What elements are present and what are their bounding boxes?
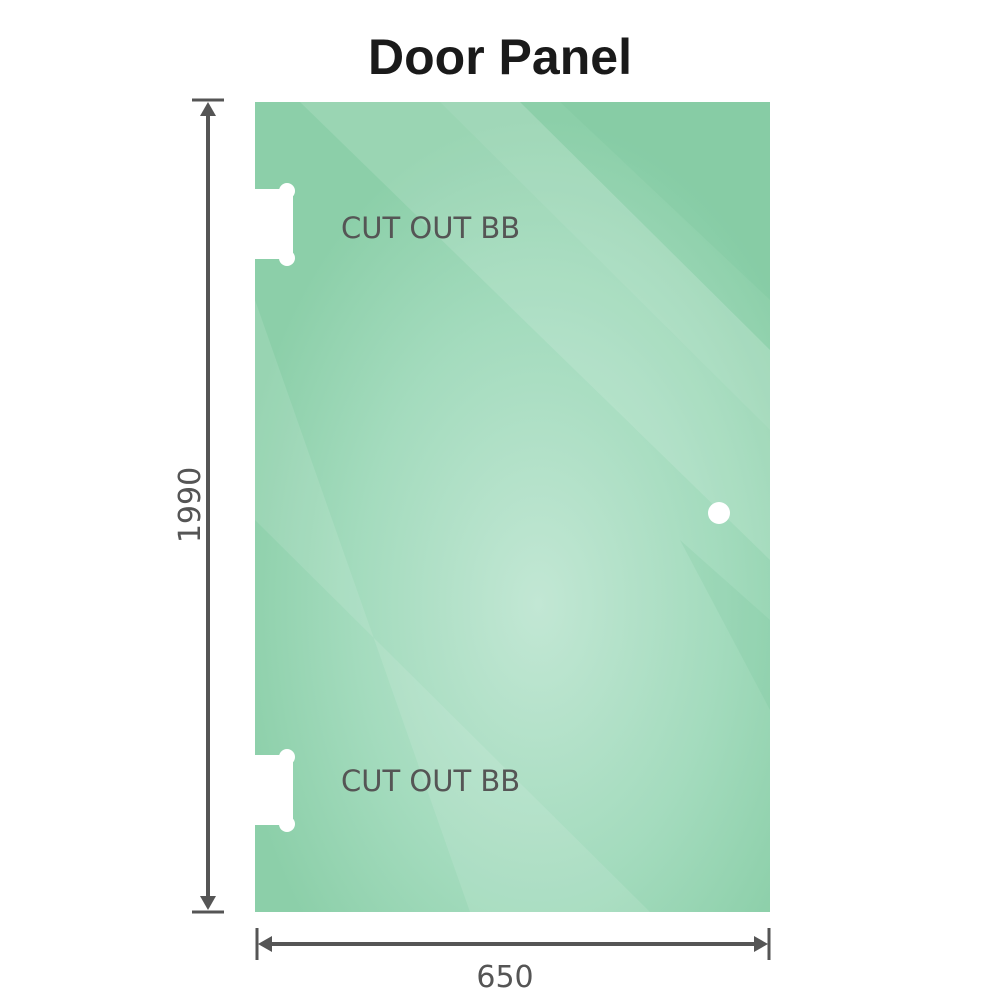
cutout-top [250, 183, 295, 266]
glass-panel [255, 102, 770, 912]
height-dimension-arrow [192, 98, 224, 914]
handle-hole [708, 502, 730, 524]
diagram-title: Door Panel [368, 29, 632, 85]
height-label: 1990 [173, 467, 208, 543]
width-label: 650 [476, 960, 533, 995]
cutout-label-top: CUT OUT BB [341, 211, 520, 245]
cutout-label-bottom: CUT OUT BB [341, 764, 520, 798]
cutout-bottom [250, 749, 295, 832]
width-dimension-arrow [255, 928, 771, 960]
